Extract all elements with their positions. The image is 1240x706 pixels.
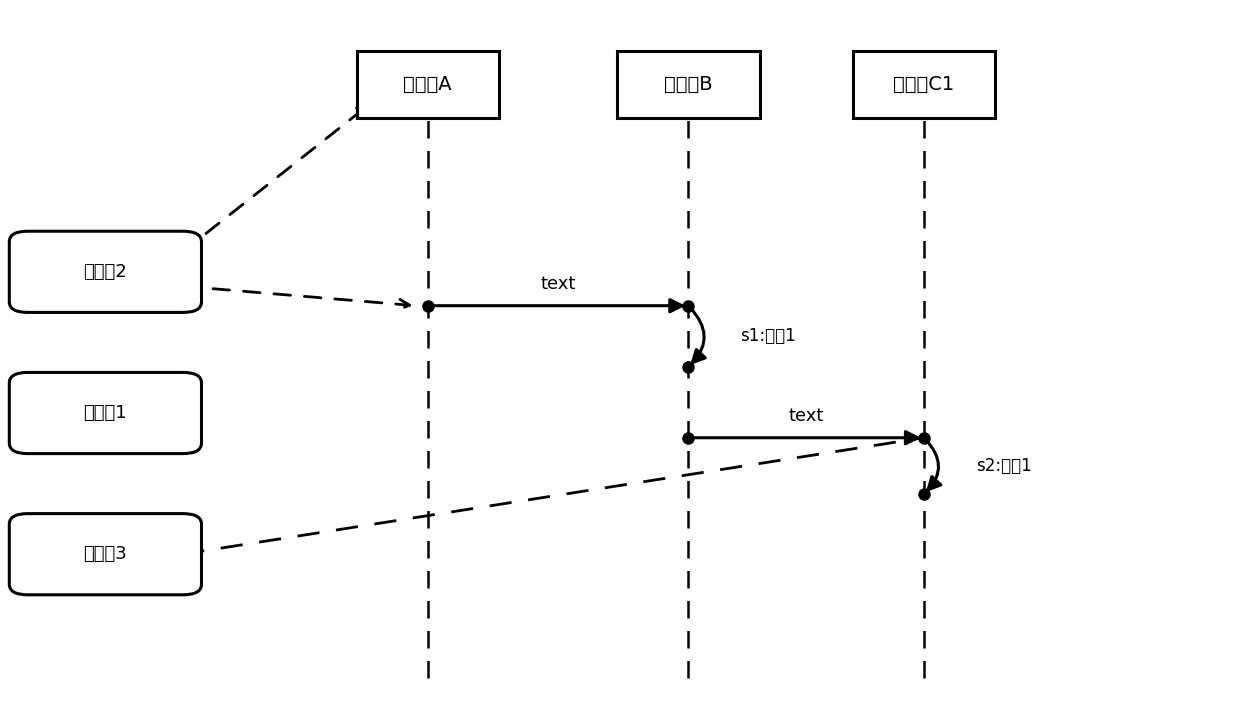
Text: s2:活动1: s2:活动1 — [976, 457, 1032, 475]
FancyBboxPatch shape — [10, 514, 201, 594]
Text: 部组件B: 部组件B — [663, 76, 713, 94]
Text: text: text — [541, 275, 575, 293]
Text: 部组件A: 部组件A — [403, 76, 453, 94]
FancyBboxPatch shape — [853, 52, 994, 118]
Text: 部组件C1: 部组件C1 — [893, 76, 955, 94]
FancyBboxPatch shape — [10, 232, 201, 312]
Text: 注解符1: 注解符1 — [83, 404, 128, 422]
FancyBboxPatch shape — [357, 52, 498, 118]
Text: 注解符2: 注解符2 — [83, 263, 128, 281]
FancyBboxPatch shape — [618, 52, 759, 118]
Text: s1:活动1: s1:活动1 — [740, 328, 796, 345]
Text: text: text — [789, 407, 823, 425]
FancyBboxPatch shape — [10, 373, 201, 454]
Text: 注解符3: 注解符3 — [83, 545, 128, 563]
